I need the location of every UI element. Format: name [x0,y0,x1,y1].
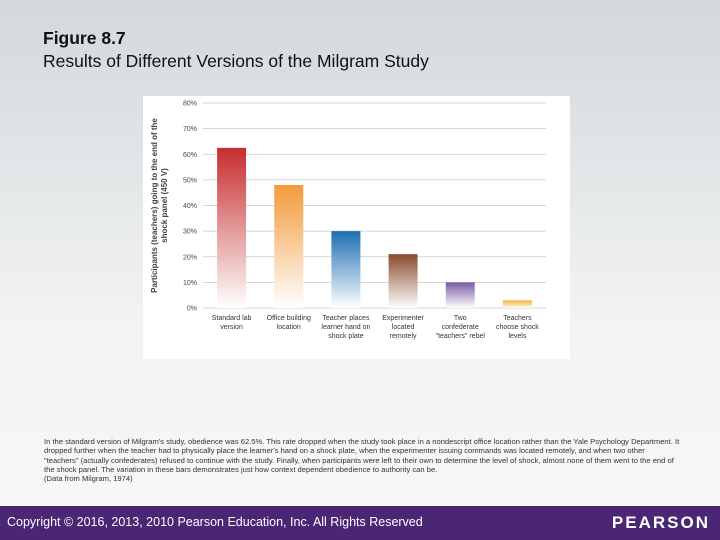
copyright-text: Copyright © 2016, 2013, 2010 Pearson Edu… [7,515,423,529]
x-tick-label: Experimenter located remotely [382,315,424,340]
x-tick-label: Two confederate "teachers" rebel [436,315,486,340]
y-tick-label: 20% [183,254,197,261]
x-tick-label: Teacher places learner hand on shock plate [321,315,370,340]
caption-text: In the standard version of Milgram's stu… [44,437,680,474]
x-tick-label: Standard lab version [212,315,252,331]
bar-chart: 0% 10% 20% 30% 40% 50% 60% 70% 80% Participants (… [150,101,546,340]
chart-panel: 0% 10% 20% 30% 40% 50% 60% 70% 80% Participants (… [143,96,570,359]
y-tick-label: 0% [187,306,197,313]
y-tick-label: 70% [183,126,197,133]
caption-source: (Data from Milgram, 1974) [44,474,133,484]
y-tick-label: 10% [183,280,197,287]
y-tick-label: 30% [183,229,197,236]
y-tick-label: 50% [183,177,197,184]
x-tick-label: Teachers choose shock levels [496,315,539,340]
figure-number: Figure 8.7 [43,28,126,48]
slide-title: Figure 8.7 Results of Different Versions… [43,27,429,73]
y-tick-label: 60% [183,152,197,159]
bar [274,185,304,308]
y-axis-label: Participants (teachers) going to the end… [150,118,169,293]
figure-caption: In the standard version of Milgram's stu… [44,437,680,483]
y-tick-label: 80% [183,101,197,108]
bar [502,300,532,308]
bar [388,254,418,308]
bar [445,282,475,308]
bar [331,231,361,308]
y-tick-label: 40% [183,203,197,210]
bar [217,147,247,308]
footer-bar: Copyright © 2016, 2013, 2010 Pearson Edu… [0,506,720,540]
x-tick-label: Office building location [267,315,311,331]
pearson-logo: PEARSON [611,513,710,532]
figure-subtitle: Results of Different Versions of the Mil… [43,51,429,71]
